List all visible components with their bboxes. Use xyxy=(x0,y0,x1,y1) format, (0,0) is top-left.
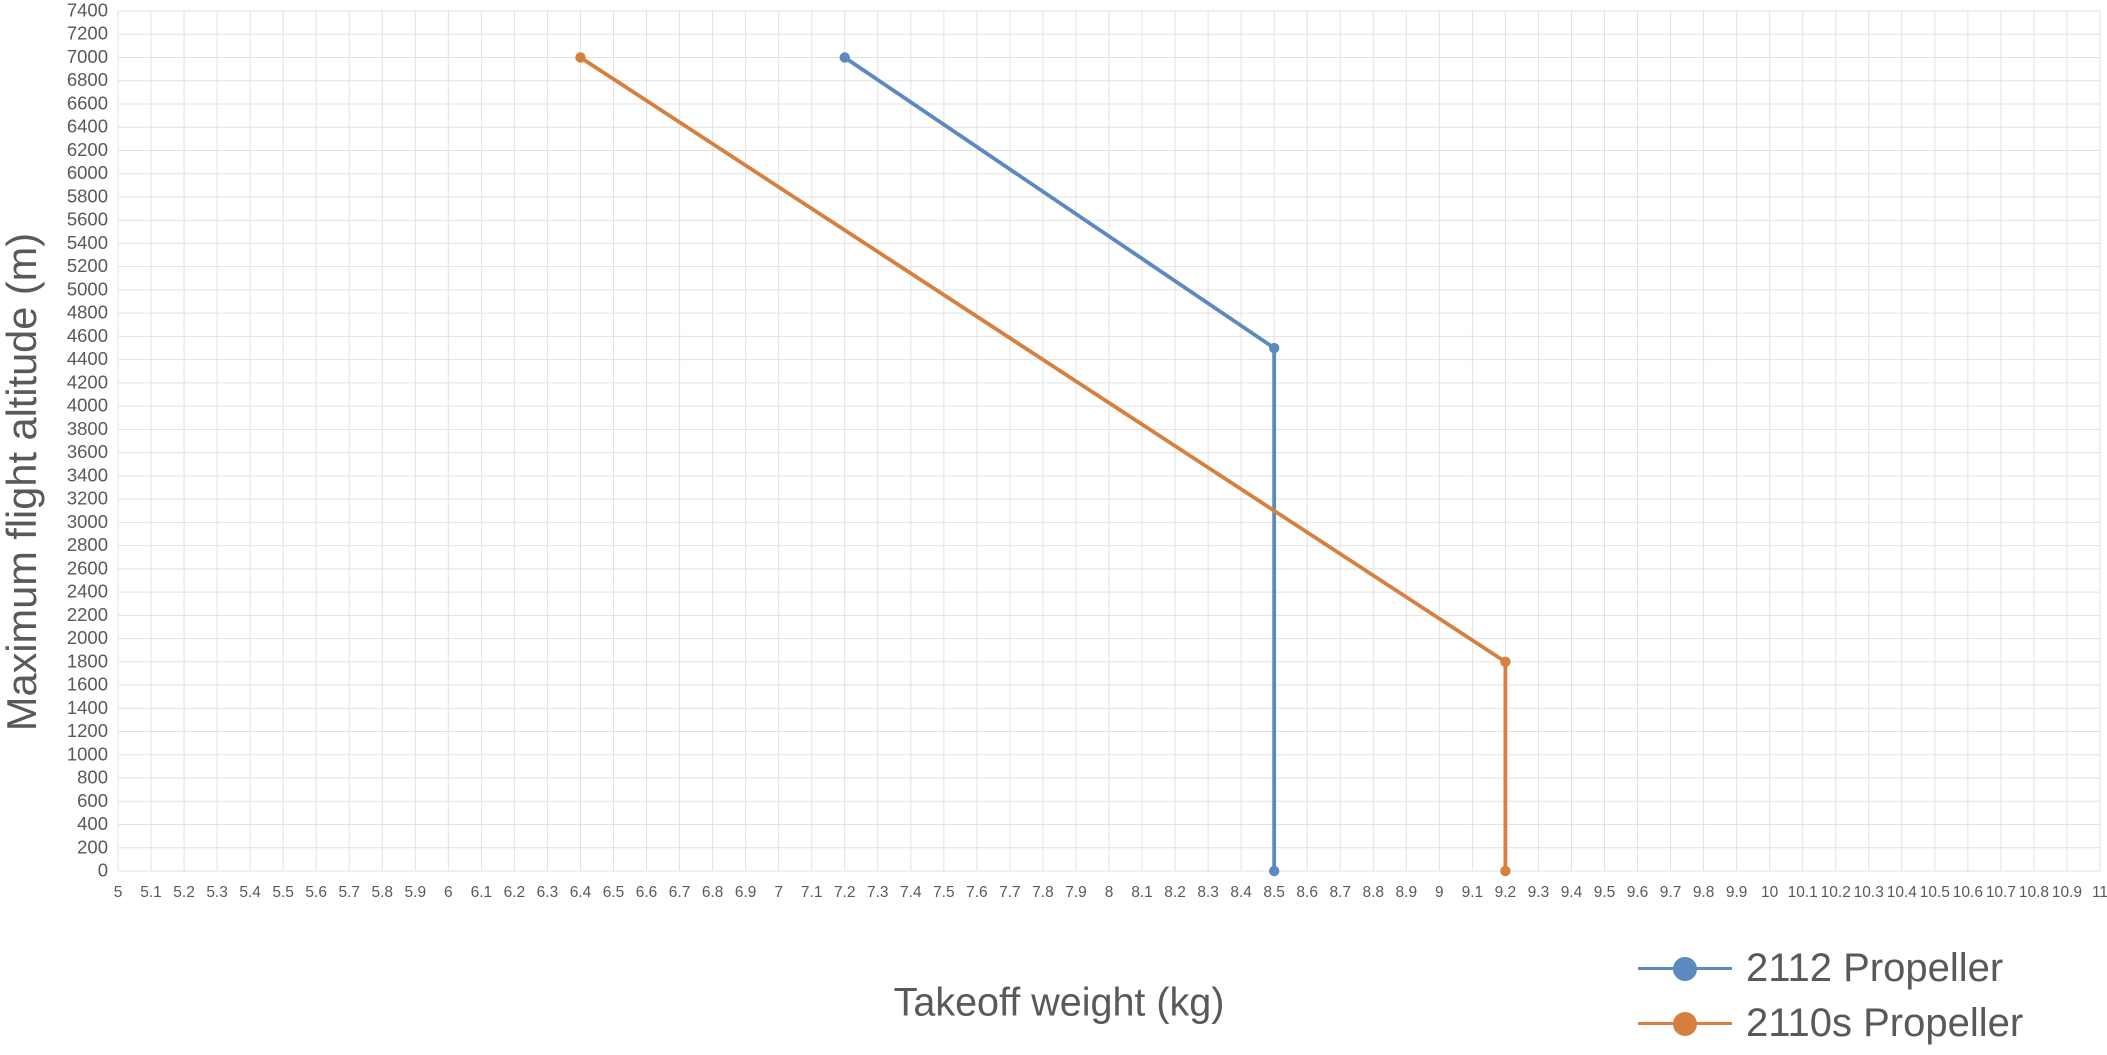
svg-text:7400: 7400 xyxy=(67,0,108,21)
svg-text:11: 11 xyxy=(2092,884,2107,901)
svg-text:8.9: 8.9 xyxy=(1396,884,1418,901)
svg-text:9.3: 9.3 xyxy=(1528,884,1550,901)
svg-text:9.7: 9.7 xyxy=(1660,884,1682,901)
svg-text:8.1: 8.1 xyxy=(1131,884,1153,901)
svg-text:4000: 4000 xyxy=(67,395,108,416)
svg-text:9.2: 9.2 xyxy=(1495,884,1517,901)
svg-text:6000: 6000 xyxy=(67,162,108,183)
svg-text:5000: 5000 xyxy=(67,278,108,299)
svg-text:7.3: 7.3 xyxy=(867,884,889,901)
svg-text:6.7: 6.7 xyxy=(669,884,691,901)
svg-text:600: 600 xyxy=(77,790,108,811)
svg-text:10.7: 10.7 xyxy=(1986,884,2016,901)
svg-text:7.1: 7.1 xyxy=(801,884,823,901)
svg-text:7: 7 xyxy=(774,884,783,901)
svg-text:5.3: 5.3 xyxy=(206,884,228,901)
svg-text:7.5: 7.5 xyxy=(933,884,955,901)
svg-text:10.5: 10.5 xyxy=(1920,884,1950,901)
svg-text:10.6: 10.6 xyxy=(1953,884,1983,901)
svg-text:8.7: 8.7 xyxy=(1329,884,1351,901)
svg-text:7000: 7000 xyxy=(67,46,108,67)
svg-text:5.8: 5.8 xyxy=(371,884,393,901)
svg-text:7.4: 7.4 xyxy=(900,884,922,901)
svg-text:5200: 5200 xyxy=(67,255,108,276)
svg-text:5600: 5600 xyxy=(67,209,108,230)
svg-text:6.1: 6.1 xyxy=(471,884,493,901)
svg-text:1200: 1200 xyxy=(67,720,108,741)
svg-text:5.1: 5.1 xyxy=(140,884,162,901)
svg-text:10.2: 10.2 xyxy=(1821,884,1851,901)
svg-text:2000: 2000 xyxy=(67,627,108,648)
svg-text:8.8: 8.8 xyxy=(1362,884,1384,901)
svg-text:5.4: 5.4 xyxy=(239,884,261,901)
svg-text:1000: 1000 xyxy=(67,743,108,764)
svg-text:1600: 1600 xyxy=(67,674,108,695)
svg-text:10.3: 10.3 xyxy=(1854,884,1884,901)
svg-text:4200: 4200 xyxy=(67,371,108,392)
svg-text:9: 9 xyxy=(1435,884,1444,901)
svg-text:9.8: 9.8 xyxy=(1693,884,1715,901)
svg-text:5.6: 5.6 xyxy=(305,884,327,901)
svg-text:800: 800 xyxy=(77,767,108,788)
svg-text:3000: 3000 xyxy=(67,511,108,532)
svg-text:0: 0 xyxy=(98,860,108,881)
svg-text:7.6: 7.6 xyxy=(966,884,988,901)
svg-text:10.4: 10.4 xyxy=(1887,884,1918,901)
svg-text:3400: 3400 xyxy=(67,464,108,485)
svg-text:6.2: 6.2 xyxy=(504,884,526,901)
svg-text:2400: 2400 xyxy=(67,581,108,602)
svg-text:6.9: 6.9 xyxy=(735,884,757,901)
svg-text:5: 5 xyxy=(114,884,123,901)
svg-text:6.4: 6.4 xyxy=(570,884,592,901)
svg-text:8.2: 8.2 xyxy=(1164,884,1186,901)
svg-text:9.5: 9.5 xyxy=(1594,884,1616,901)
svg-text:9.4: 9.4 xyxy=(1561,884,1583,901)
svg-text:3200: 3200 xyxy=(67,488,108,509)
svg-text:8.3: 8.3 xyxy=(1197,884,1219,901)
svg-text:4600: 4600 xyxy=(67,325,108,346)
svg-text:7.8: 7.8 xyxy=(1032,884,1054,901)
svg-text:10: 10 xyxy=(1761,884,1779,901)
svg-text:6.6: 6.6 xyxy=(636,884,658,901)
svg-text:5.2: 5.2 xyxy=(173,884,195,901)
svg-text:5.5: 5.5 xyxy=(272,884,294,901)
svg-text:5.9: 5.9 xyxy=(405,884,427,901)
svg-text:7.9: 7.9 xyxy=(1065,884,1087,901)
svg-text:7200: 7200 xyxy=(67,23,108,44)
svg-text:6800: 6800 xyxy=(67,69,108,90)
svg-text:9.9: 9.9 xyxy=(1726,884,1748,901)
svg-text:7.2: 7.2 xyxy=(834,884,856,901)
svg-text:9.1: 9.1 xyxy=(1462,884,1484,901)
svg-text:4800: 4800 xyxy=(67,302,108,323)
svg-text:6600: 6600 xyxy=(67,92,108,113)
svg-text:6.3: 6.3 xyxy=(537,884,559,901)
svg-text:4400: 4400 xyxy=(67,348,108,369)
svg-text:10.8: 10.8 xyxy=(2019,884,2049,901)
svg-text:200: 200 xyxy=(77,836,108,857)
svg-text:10.1: 10.1 xyxy=(1788,884,1818,901)
svg-text:10.9: 10.9 xyxy=(2052,884,2082,901)
svg-text:6200: 6200 xyxy=(67,139,108,160)
svg-text:6: 6 xyxy=(444,884,453,901)
svg-text:6.8: 6.8 xyxy=(702,884,724,901)
svg-text:8.6: 8.6 xyxy=(1296,884,1318,901)
svg-text:5400: 5400 xyxy=(67,232,108,253)
svg-text:1400: 1400 xyxy=(67,697,108,718)
svg-text:7.7: 7.7 xyxy=(999,884,1021,901)
svg-text:400: 400 xyxy=(77,813,108,834)
svg-text:1800: 1800 xyxy=(67,650,108,671)
svg-text:6.5: 6.5 xyxy=(603,884,625,901)
svg-text:3600: 3600 xyxy=(67,441,108,462)
svg-text:5800: 5800 xyxy=(67,185,108,206)
svg-text:5.7: 5.7 xyxy=(338,884,360,901)
svg-text:8.5: 8.5 xyxy=(1263,884,1285,901)
svg-text:8: 8 xyxy=(1105,884,1114,901)
svg-text:8.4: 8.4 xyxy=(1230,884,1252,901)
svg-text:9.6: 9.6 xyxy=(1627,884,1649,901)
svg-text:3800: 3800 xyxy=(67,418,108,439)
svg-text:2600: 2600 xyxy=(67,557,108,578)
svg-text:2800: 2800 xyxy=(67,534,108,555)
svg-text:6400: 6400 xyxy=(67,116,108,137)
svg-text:2200: 2200 xyxy=(67,604,108,625)
